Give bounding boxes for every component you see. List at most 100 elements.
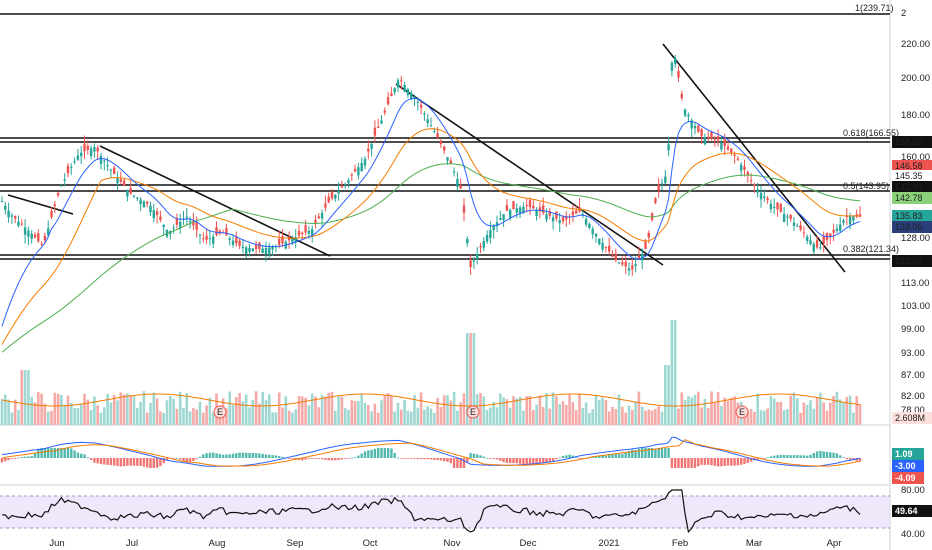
volume-bar	[763, 410, 766, 425]
candle-body	[839, 224, 842, 231]
macd-histogram-bar	[188, 458, 192, 462]
volume-bar	[43, 403, 47, 425]
volume-bar	[139, 401, 142, 425]
volume-bar	[829, 402, 832, 425]
candle-body	[509, 210, 512, 218]
time-tick-label: Mar	[746, 538, 762, 549]
candle-body	[0, 201, 4, 203]
candle-body	[601, 242, 604, 250]
volume-bar	[386, 393, 390, 425]
volume-bar	[756, 393, 759, 425]
candle-body	[83, 143, 86, 152]
candle-body	[70, 167, 73, 169]
candle-body	[542, 205, 545, 213]
macd-histogram-bar	[215, 453, 218, 458]
macd-histogram-bar	[195, 458, 198, 460]
candle-body	[261, 248, 264, 254]
volume-bar	[330, 391, 334, 425]
macd-histogram-bar	[680, 458, 683, 468]
macd-histogram-bar	[647, 448, 650, 458]
volume-bar	[687, 396, 690, 425]
candle-body	[707, 136, 710, 139]
volume-bar	[815, 397, 819, 425]
price-tag-label: 145.35	[895, 171, 923, 181]
macd-histogram-bar	[33, 453, 37, 458]
macd-histogram-bar	[716, 458, 720, 467]
volume-bar	[723, 397, 726, 425]
volume-average-line	[1, 393, 861, 407]
macd-histogram-bar	[545, 458, 548, 463]
macd-histogram-bar	[429, 458, 433, 460]
candle-body	[782, 214, 786, 223]
time-tick-label: Nov	[444, 538, 461, 549]
candle-body	[515, 208, 518, 213]
macd-histogram-bar	[806, 455, 809, 458]
candle-body	[393, 88, 396, 93]
time-tick-label: Oct	[363, 538, 378, 549]
candle-body	[228, 238, 231, 240]
macd-tag-badge	[892, 460, 924, 472]
volume-bar	[558, 404, 561, 425]
macd-histogram-bar	[317, 458, 320, 459]
candle-body	[482, 241, 485, 248]
candle-body	[845, 215, 848, 217]
candle-body	[208, 238, 212, 240]
candle-body	[792, 222, 796, 226]
volume-bar	[532, 410, 535, 425]
candle-body	[314, 219, 317, 224]
candle-body	[452, 171, 456, 173]
price-tick-label: 99.00	[901, 324, 925, 335]
candle-body	[476, 253, 479, 260]
candle-body	[809, 240, 812, 245]
volume-bar	[258, 403, 261, 425]
macd-histogram-bar	[743, 458, 746, 465]
macd-histogram-bar	[499, 458, 502, 461]
candle-body	[179, 221, 182, 228]
macd-histogram-bar	[7, 458, 10, 461]
candle-body	[241, 246, 245, 249]
volume-bar	[126, 393, 129, 425]
volume-bar	[198, 401, 202, 425]
volume-bar	[99, 412, 103, 425]
candle-body	[779, 204, 782, 212]
volume-tag-label: 2.608M	[895, 413, 925, 423]
volume-bar	[459, 402, 462, 425]
macd-histogram-bar	[403, 458, 406, 459]
candle-body	[858, 214, 862, 217]
candle-body	[317, 216, 320, 219]
candle-body	[119, 179, 122, 182]
volume-bar	[746, 410, 750, 425]
volume-bar	[106, 393, 109, 425]
volume-bar	[83, 393, 86, 425]
volume-bar	[683, 400, 687, 425]
macd-histogram-bar	[505, 458, 509, 463]
volume-bar	[231, 404, 235, 425]
candle-body	[390, 93, 393, 97]
candle-body	[624, 261, 627, 267]
volume-bar	[466, 333, 469, 425]
candle-body	[627, 268, 631, 271]
macd-histogram-bar	[842, 457, 845, 459]
macd-histogram-bar	[677, 458, 680, 468]
candle-body	[73, 161, 76, 163]
volume-bar	[749, 408, 753, 425]
candle-body	[667, 144, 670, 151]
macd-histogram-bar	[327, 458, 330, 461]
volume-bar	[244, 394, 248, 425]
macd-histogram-bar	[707, 458, 710, 465]
volume-bar	[122, 394, 126, 425]
macd-histogram-bar	[248, 453, 251, 458]
macd-tag-label: -4.09	[895, 473, 916, 483]
macd-histogram-bar	[723, 458, 726, 466]
candle-body	[535, 209, 538, 217]
volume-bar	[449, 400, 453, 425]
candle-body	[664, 176, 667, 184]
volume-bar	[680, 392, 684, 425]
candle-body	[301, 232, 304, 235]
macd-histogram-bar	[70, 448, 73, 458]
volume-bar	[697, 391, 700, 425]
volume-bar	[568, 394, 571, 425]
macd-histogram-bar	[489, 458, 492, 459]
macd-histogram-bar	[736, 458, 740, 466]
